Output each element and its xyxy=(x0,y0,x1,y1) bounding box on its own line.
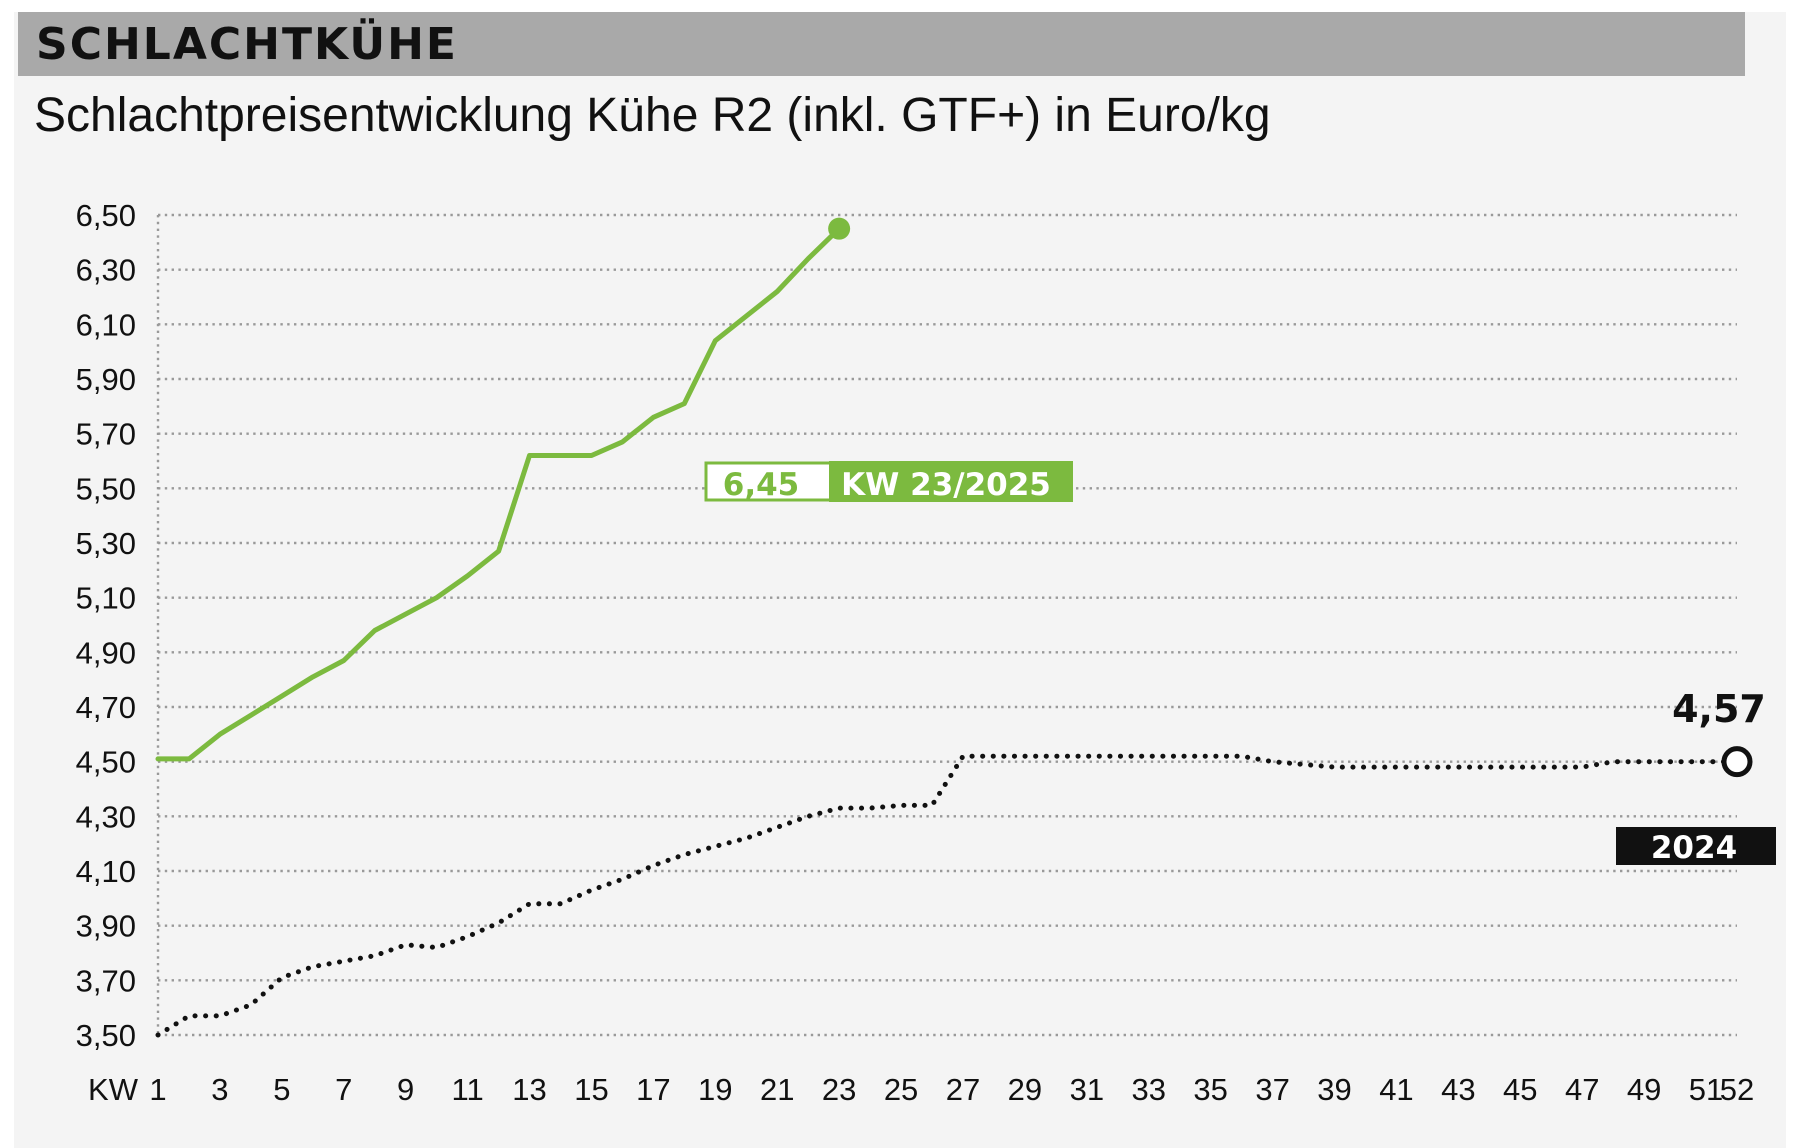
y-tick-label: 5,90 xyxy=(76,362,136,397)
annotation-2025-value-box xyxy=(704,461,833,502)
x-tick-label: 13 xyxy=(512,1072,546,1107)
annotation-2025-week-box xyxy=(829,461,1073,502)
x-tick-label: 15 xyxy=(574,1072,608,1107)
x-tick-label: 29 xyxy=(1008,1072,1042,1107)
y-tick-label: 3,90 xyxy=(76,909,136,944)
x-tick-label: 23 xyxy=(822,1072,856,1107)
annotation-2024-year: 2024 xyxy=(1651,830,1737,866)
x-tick-label: 52 xyxy=(1720,1072,1754,1107)
x-tick-label: 17 xyxy=(636,1072,670,1107)
y-axis-ticks: 3,50 3,70 3,90 4,10 4,30 4,50 4,70 4,90 5,10 5,30… xyxy=(76,198,136,1053)
title-banner xyxy=(18,12,1745,76)
y-tick-label: 5,10 xyxy=(76,581,136,616)
banner-title: SCHLACHTKÜHE xyxy=(36,19,458,70)
x-tick-label: 1 xyxy=(149,1072,166,1107)
x-tick-label: 25 xyxy=(884,1072,918,1107)
y-tick-label: 4,10 xyxy=(76,854,136,889)
x-tick-label: 3 xyxy=(211,1072,228,1107)
annotation-2024-year-box xyxy=(1616,827,1776,865)
x-tick-label: 19 xyxy=(698,1072,732,1107)
series-line-2024 xyxy=(155,753,1740,1038)
y-tick-label: 3,70 xyxy=(76,963,136,998)
y-tick-label: 5,30 xyxy=(76,526,136,561)
y-tick-label: 6,10 xyxy=(76,307,136,342)
annotation-2024: 4,57 2024 xyxy=(1616,687,1776,866)
y-tick-label: 3,50 xyxy=(76,1018,136,1053)
series-lines xyxy=(155,217,1753,1038)
x-tick-label: 33 xyxy=(1132,1072,1166,1107)
chart-subtitle: Schlachtpreisentwicklung Kühe R2 (inkl. … xyxy=(34,89,1271,142)
x-axis-label: KW xyxy=(88,1072,139,1107)
y-tick-label: 5,50 xyxy=(76,471,136,506)
chart-card xyxy=(14,12,1786,1148)
series-line-2025 xyxy=(155,226,842,762)
x-tick-label: 41 xyxy=(1379,1072,1413,1107)
x-tick-label: 21 xyxy=(760,1072,794,1107)
x-tick-label: 31 xyxy=(1070,1072,1104,1107)
x-tick-label: 11 xyxy=(452,1072,484,1107)
x-tick-label: 5 xyxy=(273,1072,290,1107)
y-tick-label: 4,30 xyxy=(76,799,136,834)
x-tick-label: 39 xyxy=(1317,1072,1351,1107)
annotation-2025-week: KW 23/2025 xyxy=(841,467,1051,503)
x-tick-label: 47 xyxy=(1565,1072,1599,1107)
y-tick-label: 6,50 xyxy=(76,198,136,233)
y-tick-label: 4,70 xyxy=(76,690,136,725)
y-tick-label: 6,30 xyxy=(76,253,136,288)
x-tick-label: 27 xyxy=(946,1072,980,1107)
y-tick-label: 4,50 xyxy=(76,745,136,780)
series-end-marker-2024 xyxy=(1721,746,1753,778)
grid-lines xyxy=(156,213,1737,1037)
annotation-2025-value: 6,45 xyxy=(723,467,800,503)
x-tick-label: 43 xyxy=(1441,1072,1475,1107)
x-tick-label: 51 xyxy=(1689,1072,1723,1107)
x-tick-label: 7 xyxy=(335,1072,352,1107)
x-axis-ticks: 1 3 5 7 9 11 13 15 17 19 21 23 25 27 29 31 33 35 37 39 41 43 4… xyxy=(149,1072,1754,1107)
x-tick-label: 35 xyxy=(1193,1072,1227,1107)
x-tick-label: 37 xyxy=(1255,1072,1289,1107)
x-tick-label: 9 xyxy=(397,1072,414,1107)
x-tick-label: 49 xyxy=(1627,1072,1661,1107)
y-tick-label: 4,90 xyxy=(76,635,136,670)
y-tick-label: 5,70 xyxy=(76,417,136,452)
annotation-2025: 6,45 KW 23/2025 xyxy=(704,461,1073,503)
annotation-2024-value: 4,57 xyxy=(1672,687,1766,731)
x-tick-label: 45 xyxy=(1503,1072,1537,1107)
series-end-marker-2025 xyxy=(828,217,851,240)
